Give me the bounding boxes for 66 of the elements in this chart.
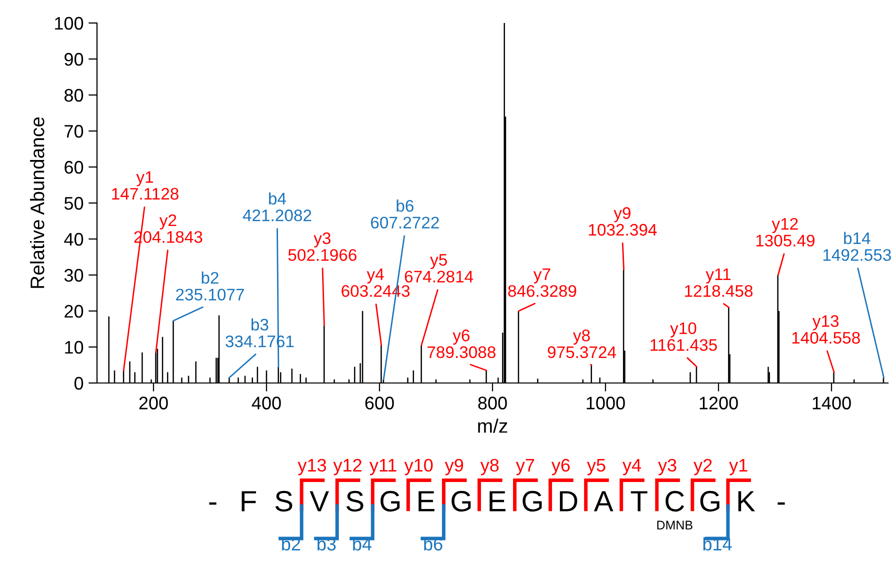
annotation: y5 674.2814 bbox=[404, 254, 474, 283]
annotation: y13 1404.558 bbox=[792, 315, 860, 344]
text: y4 bbox=[622, 459, 642, 476]
text: y6 bbox=[551, 458, 570, 476]
annotation: y7 846.3289 bbox=[508, 268, 576, 297]
category-label: K bbox=[738, 491, 756, 512]
x-tick-label: 200 bbox=[139, 396, 168, 410]
y-tick-label: 40 bbox=[64, 232, 84, 246]
y-tick-label: 20 bbox=[64, 304, 84, 318]
category-label: G bbox=[380, 490, 400, 512]
annotation: b2 235.1077 bbox=[176, 272, 244, 301]
category-label: - bbox=[778, 502, 785, 505]
x-tick-label: 1200 bbox=[700, 396, 738, 410]
annotation: y1 147.1128 bbox=[112, 171, 178, 200]
category-label: S bbox=[346, 490, 364, 512]
category-label: E bbox=[418, 491, 434, 512]
y-tick-label: 70 bbox=[64, 124, 84, 138]
x-tick-label: 400 bbox=[252, 396, 281, 410]
category-label: D bbox=[560, 491, 578, 512]
y-tick-label: 30 bbox=[64, 268, 84, 282]
text: y11 bbox=[369, 459, 396, 476]
annotation: y12 1305.49 bbox=[756, 218, 815, 247]
category-label: C bbox=[666, 490, 684, 512]
x-tick-label: 800 bbox=[478, 396, 507, 410]
category-label: T bbox=[630, 491, 648, 512]
y-tick-label: 10 bbox=[65, 340, 84, 354]
text: y7 bbox=[516, 459, 534, 476]
y-axis-title: Relative Abundance bbox=[30, 117, 44, 288]
category-label: F bbox=[242, 491, 256, 512]
annotation: b6 607.2722 bbox=[371, 200, 439, 229]
annotation: y11 1218.458 bbox=[685, 268, 753, 297]
category-label: A bbox=[594, 491, 614, 512]
annotation: y9 1032.394 bbox=[588, 207, 657, 236]
y-tick-label: 100 bbox=[55, 16, 84, 30]
text: y12 bbox=[333, 458, 362, 476]
category-label: E bbox=[490, 491, 506, 512]
annotation: y3 502.1966 bbox=[288, 232, 356, 261]
annotation: y6 789.3088 bbox=[428, 330, 496, 358]
text: y3 bbox=[658, 458, 676, 476]
text: y10 bbox=[404, 458, 433, 476]
text: DMNB bbox=[657, 520, 692, 530]
y-tick-label: 60 bbox=[64, 160, 84, 174]
x-tick-label: 600 bbox=[365, 396, 394, 410]
x-axis-title: m/z bbox=[478, 418, 508, 433]
annotation: y8 975.3724 bbox=[548, 330, 616, 358]
category-label: G bbox=[522, 490, 542, 512]
category-label: G bbox=[452, 490, 471, 512]
y-tick-label: 50 bbox=[64, 196, 84, 210]
y-tick-label: 90 bbox=[64, 52, 84, 66]
x-tick-label: 1400 bbox=[812, 396, 851, 410]
text: y1 bbox=[729, 459, 748, 476]
annotation: b14 1492.553 bbox=[823, 232, 891, 261]
text: y13 bbox=[298, 458, 326, 476]
text: y5 bbox=[586, 459, 606, 476]
category-label: V bbox=[310, 491, 329, 512]
category-label: - bbox=[209, 502, 216, 505]
text: y2 bbox=[694, 458, 712, 476]
annotation: y10 1161.435 bbox=[650, 322, 717, 351]
text: y8 bbox=[480, 458, 499, 476]
y-tick-label: 0 bbox=[74, 376, 84, 390]
x-tick-label: 1000 bbox=[586, 396, 625, 410]
text: y9 bbox=[444, 458, 464, 476]
y-tick-label: 80 bbox=[64, 88, 84, 102]
category-label: G bbox=[700, 490, 720, 512]
category-label: S bbox=[275, 490, 292, 512]
annotation: b4 421.2082 bbox=[242, 192, 312, 222]
